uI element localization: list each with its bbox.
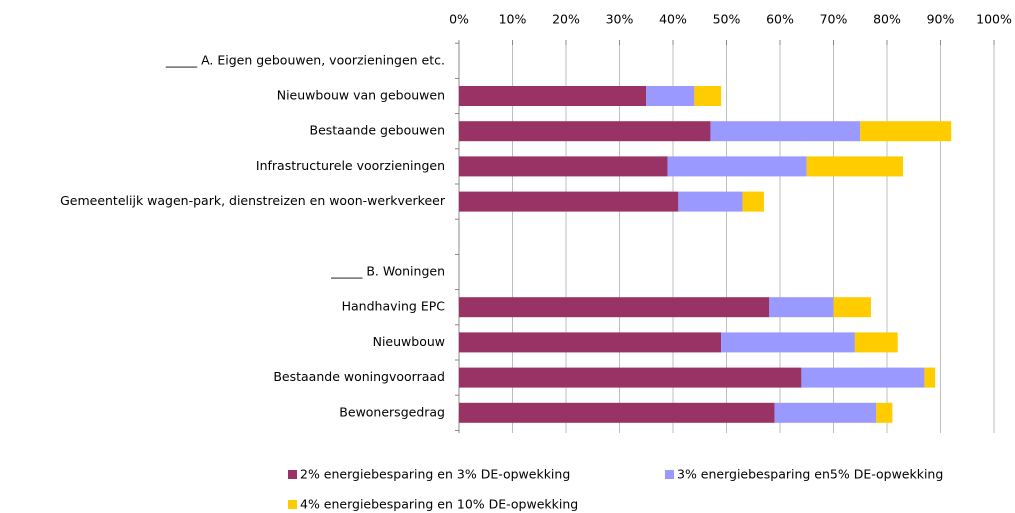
x-tick-label: 10% (499, 12, 527, 27)
x-tick-label: 20% (552, 12, 580, 27)
legend-swatch (288, 470, 297, 479)
x-tick-label: 70% (820, 12, 848, 27)
legend-label: 2% energiebesparing en 3% DE-opwekking (300, 467, 570, 482)
legend-label: 4% energiebesparing en 10% DE-opwekking (300, 497, 578, 512)
bar (876, 402, 893, 423)
bar (806, 156, 904, 177)
x-tick-label: 100% (976, 12, 1012, 27)
y-tick-label: Handhaving EPC (342, 299, 446, 314)
bar (833, 297, 871, 318)
bar (646, 86, 695, 106)
bar (459, 367, 802, 388)
bar (860, 121, 952, 142)
bar (678, 191, 743, 212)
legend-label: 3% energiebesparing en5% DE-opwekking (677, 467, 943, 482)
y-tick-label: Bewonersgedrag (339, 404, 445, 419)
x-tick-label: 80% (873, 12, 901, 27)
x-tick-label: 90% (927, 12, 955, 27)
bar (694, 86, 722, 106)
bar (459, 402, 775, 423)
bar (459, 191, 679, 212)
bar (459, 86, 647, 106)
bar (774, 402, 877, 423)
y-tick-label: Infrastructurele voorzieningen (256, 158, 445, 173)
x-tick-label: 40% (659, 12, 687, 27)
y-tick-label: Nieuwbouw van gebouwen (277, 88, 445, 103)
x-tick-label: 60% (766, 12, 794, 27)
bar (459, 297, 770, 318)
legend-swatch (665, 470, 674, 479)
bar (924, 367, 936, 388)
bar (459, 121, 711, 142)
bar (769, 297, 834, 318)
bar (854, 332, 898, 353)
bar (459, 332, 722, 353)
x-tick-label: 0% (449, 12, 469, 27)
bar (667, 156, 807, 177)
y-tick-label: Bestaande gebouwen (310, 123, 446, 138)
bar (459, 156, 668, 177)
bar (721, 332, 855, 353)
y-tick-label: Bestaande woningvoorraad (273, 369, 445, 384)
bar (710, 121, 861, 142)
y-tick-label: _____ A. Eigen gebouwen, voorzieningen e… (165, 52, 445, 67)
y-tick-label: _____ B. Woningen (330, 264, 445, 279)
y-tick-label: Nieuwbouw (373, 334, 445, 349)
bar (742, 191, 764, 212)
y-tick-label: Gemeentelijk wagen-park, dienstreizen en… (60, 193, 446, 208)
legend-swatch (288, 500, 297, 509)
x-tick-label: 50% (713, 12, 741, 27)
x-tick-label: 30% (606, 12, 634, 27)
bar (801, 367, 925, 388)
